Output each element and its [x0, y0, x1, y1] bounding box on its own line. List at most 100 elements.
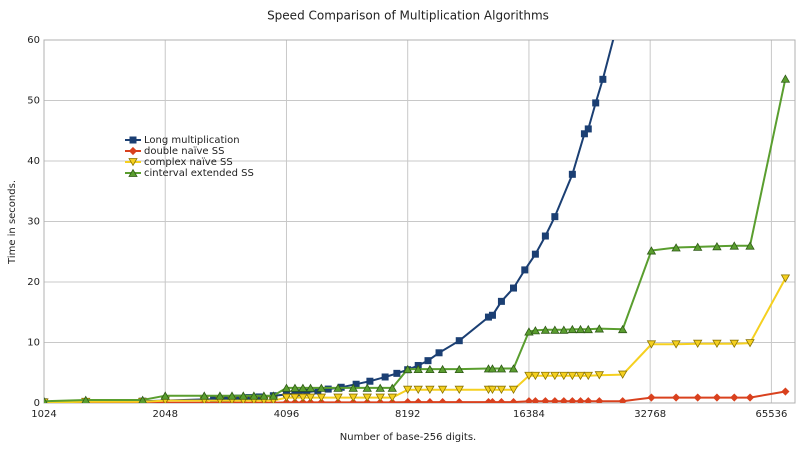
marker [333, 383, 343, 392]
marker [249, 391, 259, 400]
marker [362, 383, 372, 392]
marker [259, 391, 269, 400]
marker [138, 395, 147, 403]
marker [531, 397, 540, 403]
marker [508, 385, 519, 394]
x-tick-label: 16384 [513, 409, 545, 420]
marker [693, 242, 703, 251]
marker [781, 387, 790, 396]
marker [497, 297, 505, 305]
marker [584, 397, 593, 403]
plot-area [44, 40, 791, 403]
marker [509, 398, 518, 403]
marker [425, 385, 435, 394]
marker [568, 397, 577, 403]
marker [576, 397, 585, 403]
marker [128, 158, 138, 167]
marker [403, 398, 412, 403]
marker [484, 313, 492, 321]
legend-label: cinterval extended SS [144, 168, 254, 179]
marker [348, 383, 358, 392]
marker [540, 371, 551, 381]
marker [454, 364, 464, 374]
marker [255, 393, 263, 401]
marker [352, 380, 360, 388]
marker [488, 311, 496, 319]
marker [44, 396, 48, 403]
chart-title: Speed Comparison of Multiplication Algor… [267, 9, 549, 23]
marker [375, 393, 385, 402]
marker [455, 337, 463, 345]
marker [305, 383, 316, 392]
marker [128, 146, 138, 156]
marker [671, 340, 681, 349]
marker [381, 373, 389, 381]
marker [290, 393, 300, 402]
marker [393, 369, 401, 377]
y-tick-label: 0 [34, 398, 40, 409]
marker [745, 339, 755, 348]
marker [199, 391, 209, 400]
marker [745, 241, 755, 250]
marker [575, 324, 586, 334]
marker [387, 393, 397, 402]
marker [437, 385, 448, 394]
marker [646, 340, 657, 349]
marker [524, 371, 534, 381]
marker [497, 398, 506, 403]
marker [712, 339, 722, 349]
marker [530, 326, 541, 335]
marker [617, 324, 628, 334]
marker [281, 383, 292, 392]
marker [496, 364, 507, 373]
marker [530, 371, 541, 381]
x-tick-label: 65536 [756, 409, 788, 420]
marker [580, 130, 588, 138]
marker [541, 397, 550, 403]
y-tick-label: 20 [27, 277, 40, 288]
marker [550, 371, 560, 381]
marker [227, 391, 237, 400]
marker [521, 266, 529, 274]
marker [729, 339, 739, 349]
marker [245, 394, 253, 402]
marker [540, 325, 551, 334]
marker [413, 364, 423, 374]
marker [333, 393, 343, 402]
x-tick-label: 8192 [395, 409, 420, 420]
marker [617, 370, 628, 379]
marker [550, 325, 560, 334]
marker [488, 398, 497, 403]
marker [425, 364, 435, 374]
x-tick-label: 4096 [274, 409, 299, 420]
marker [712, 393, 722, 402]
marker [559, 371, 569, 381]
marker [524, 327, 534, 336]
marker [129, 136, 137, 144]
marker [559, 325, 569, 334]
marker [425, 398, 434, 403]
x-tick-label: 1024 [31, 409, 56, 420]
marker [646, 246, 657, 255]
marker [210, 395, 218, 403]
marker [559, 397, 568, 403]
marker [222, 395, 230, 403]
marker [594, 371, 605, 380]
marker [413, 385, 423, 394]
y-axis-label: Time in seconds. [7, 180, 18, 265]
y-tick-label: 50 [27, 96, 40, 107]
marker [567, 371, 578, 381]
marker [403, 364, 413, 374]
marker [671, 243, 681, 252]
y-tick-label: 10 [27, 338, 40, 349]
y-tick-label: 30 [27, 217, 40, 228]
legend-label: Long multiplication [144, 135, 240, 146]
marker [348, 393, 358, 402]
marker [316, 383, 327, 392]
marker [268, 391, 279, 400]
marker [672, 393, 681, 402]
legend-label: complex naïve SS [144, 157, 233, 168]
